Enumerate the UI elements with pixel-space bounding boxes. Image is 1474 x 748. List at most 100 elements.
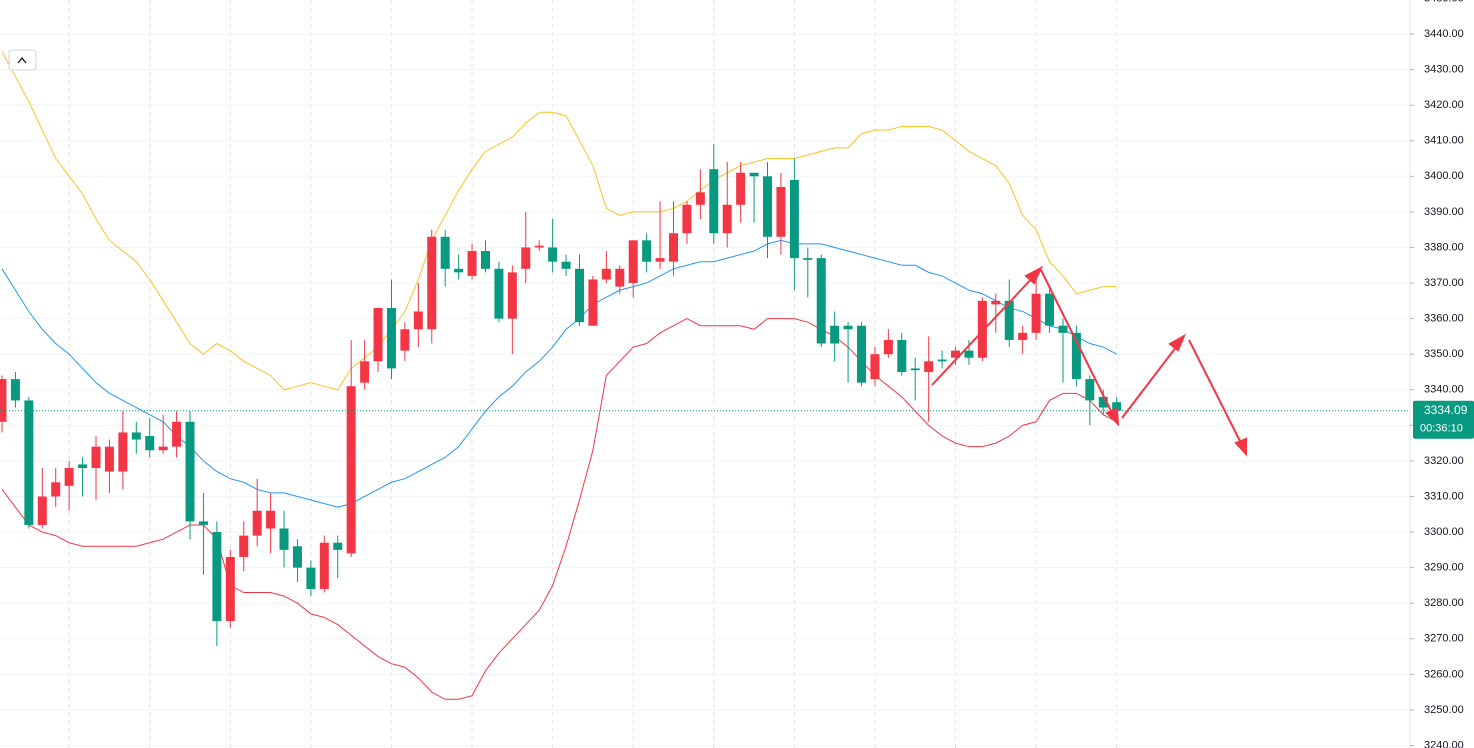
candle-body (964, 350, 974, 358)
y-tick-label: 3260.00 (1424, 668, 1464, 680)
y-tick-label: 3300.00 (1424, 526, 1464, 538)
band-line (1, 318, 1117, 700)
candle-body (534, 245, 544, 248)
candle-body (386, 307, 396, 369)
candle-body (1045, 293, 1055, 326)
countdown-label: 00:36:10 (1420, 423, 1463, 435)
candle-body (252, 510, 262, 536)
candle-body (360, 361, 370, 383)
candle-body (615, 268, 625, 287)
candle-body (24, 400, 34, 525)
candle-body (507, 272, 517, 319)
candle-body (695, 192, 705, 205)
candle-body (279, 528, 289, 550)
y-tick-label: 3380.00 (1424, 241, 1464, 253)
candle-body (883, 339, 893, 355)
y-tick-label: 3350.00 (1424, 348, 1464, 360)
arrow (931, 273, 1037, 386)
button-frame[interactable] (8, 49, 37, 71)
candle-body (1018, 332, 1028, 340)
candle-body (51, 482, 61, 497)
candle-body (803, 258, 813, 260)
y-tick-label: 3340.00 (1424, 384, 1464, 396)
candle-body (682, 204, 692, 234)
y-tick-label: 3440.00 (1424, 28, 1464, 40)
candle-body (628, 240, 638, 284)
candle-body (1098, 396, 1108, 408)
candle-body (306, 567, 316, 589)
candle-body (910, 368, 920, 371)
candle-body (239, 535, 249, 557)
candle-body (494, 268, 504, 319)
candle-body (749, 172, 759, 177)
candle-body (924, 361, 934, 372)
candle-body (977, 300, 987, 358)
candle-body (857, 325, 867, 383)
arrow-head (1024, 265, 1044, 285)
candle-body (722, 204, 732, 234)
candle-body (991, 300, 1001, 305)
candle-body (225, 556, 235, 621)
candle-body (333, 542, 343, 550)
candle-body (736, 172, 746, 205)
y-tick-label: 3250.00 (1424, 704, 1464, 716)
candle-body (0, 379, 7, 422)
y-tick-label: 3370.00 (1424, 277, 1464, 289)
candle-body (561, 261, 571, 269)
candle-body (937, 359, 947, 362)
arrow (1040, 269, 1115, 418)
candle-body (346, 386, 356, 554)
candle-body (548, 247, 558, 262)
candle-body (897, 339, 907, 372)
candle-body (951, 350, 961, 358)
candle-body (830, 325, 840, 344)
candle-body (413, 311, 423, 330)
candle-body (185, 421, 195, 522)
candle-body (1112, 402, 1122, 411)
candle-body (145, 436, 155, 451)
candle-body (763, 176, 773, 237)
price-label: 3334.09 (1424, 403, 1468, 417)
candle-body (521, 247, 531, 269)
candle-body (467, 251, 477, 276)
y-tick-label: 3270.00 (1424, 633, 1464, 645)
candle-body (319, 542, 329, 589)
candle-body (78, 464, 88, 469)
candle-body (131, 432, 141, 440)
y-tick-label: 3290.00 (1424, 562, 1464, 574)
collapse-button[interactable] (8, 49, 37, 71)
candle-body (669, 233, 678, 262)
candle-body (64, 468, 74, 486)
candle-body (789, 179, 799, 259)
candle-body (480, 251, 490, 269)
arrow-head (1234, 437, 1247, 457)
annotations (931, 265, 1247, 457)
y-tick-label: 3240.00 (1424, 739, 1464, 748)
arrow (1188, 339, 1244, 448)
candle-body (158, 446, 168, 451)
arrow (1121, 341, 1181, 419)
candle-body (601, 268, 611, 280)
candle-body (172, 421, 182, 447)
candle-body (816, 258, 826, 344)
candle-body (198, 521, 208, 525)
candle-body (870, 354, 880, 380)
candle-body (1085, 379, 1095, 401)
y-tick-label: 3390.00 (1424, 206, 1464, 218)
chevron-icon (17, 56, 27, 64)
candle-body (266, 510, 276, 529)
candle-body (709, 169, 719, 234)
y-tick-label: 3430.00 (1424, 63, 1464, 75)
candle-body (104, 446, 114, 472)
candle-body (292, 546, 302, 568)
band-line (1, 51, 1117, 391)
y-tick-label: 3310.00 (1424, 490, 1464, 502)
y-tick-label: 3410.00 (1424, 135, 1464, 147)
candle-body (37, 496, 47, 525)
y-tick-label: 3420.00 (1424, 99, 1464, 111)
candle-body (843, 325, 853, 330)
candle-body (1004, 300, 1014, 340)
y-tick-label: 3450.00 (1424, 0, 1464, 4)
